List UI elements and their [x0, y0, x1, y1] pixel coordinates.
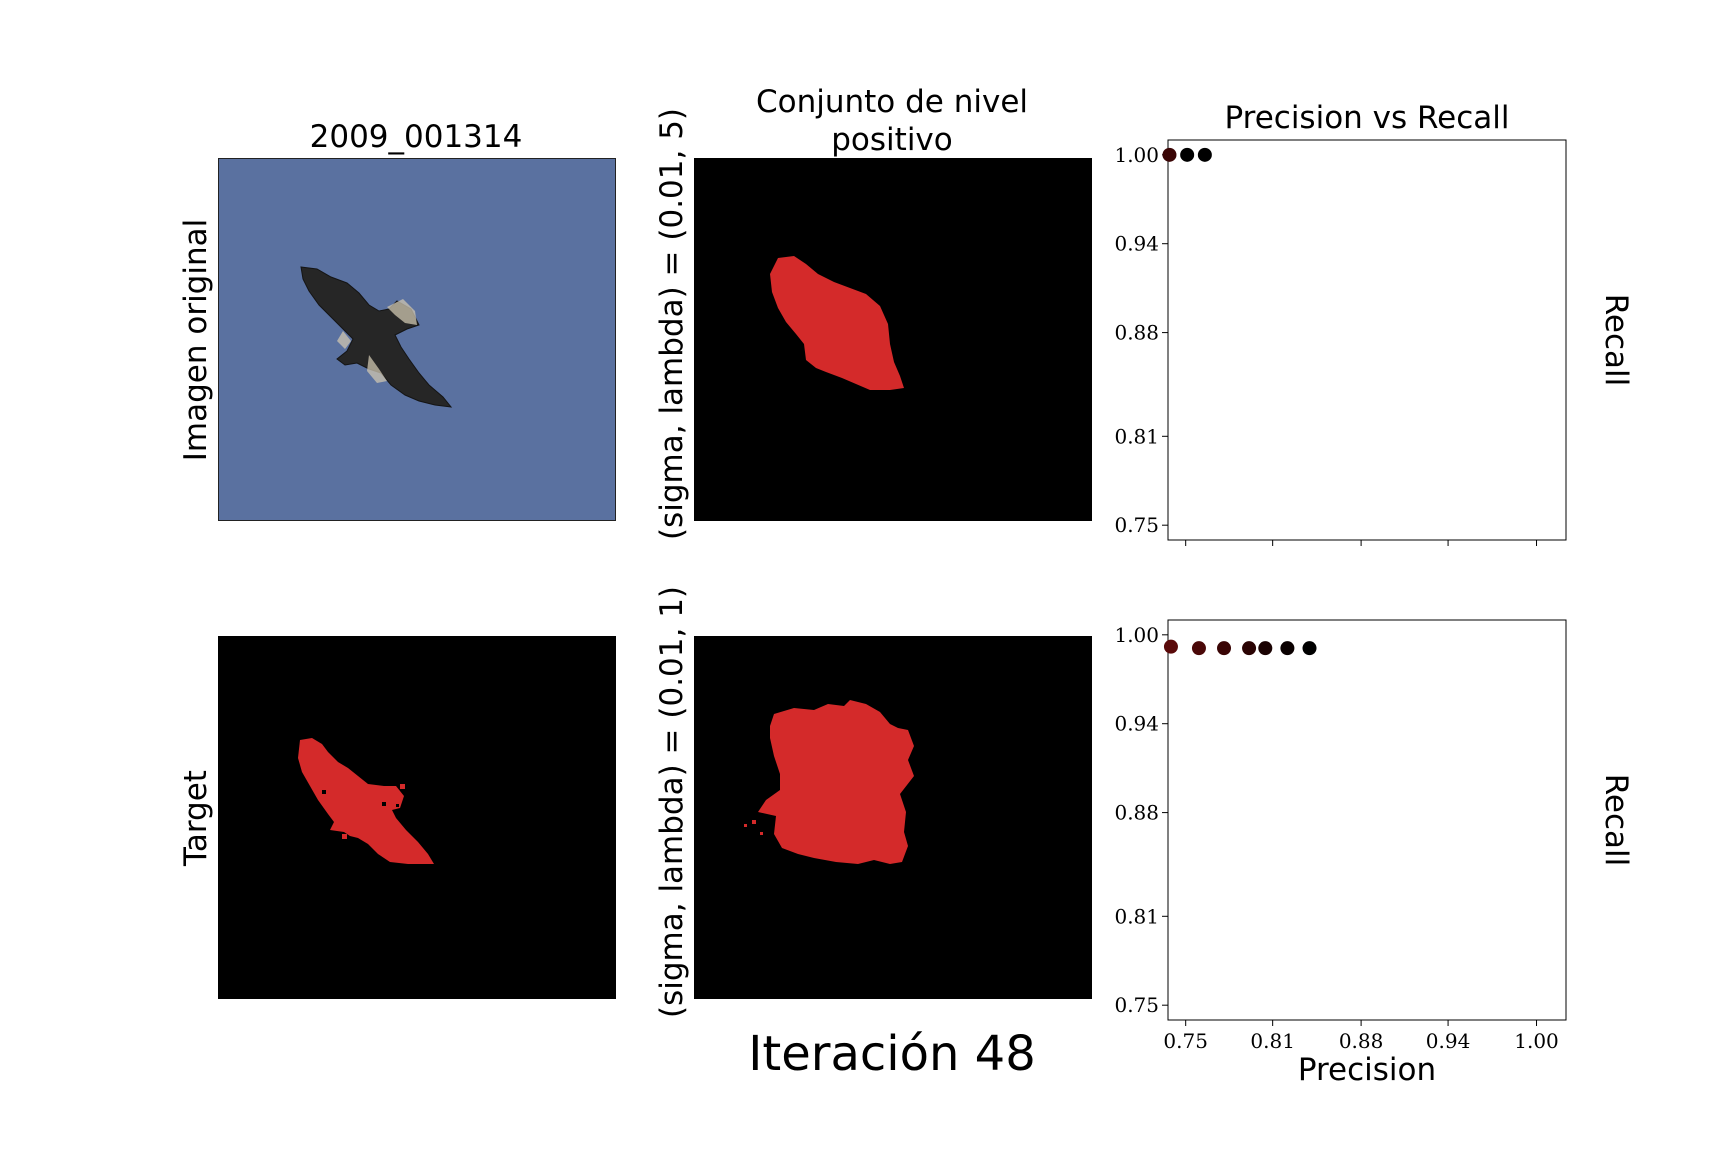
- data-point: [1258, 641, 1273, 656]
- bird-icon: [300, 266, 453, 408]
- axes-frame: [1167, 139, 1567, 541]
- chart-title: Precision vs Recall: [1224, 100, 1510, 136]
- data-point: [1162, 147, 1177, 162]
- data-point: [1242, 641, 1257, 656]
- row-label-original: Imagen original: [178, 218, 214, 462]
- data-point: [1280, 641, 1295, 656]
- precision-recall-chart-bottom: 1.00 0.94 0.88 0.81 0.750.75 0.81 0.88 0.94 1.00…: [1114, 619, 1634, 1088]
- y-tick-label: 1.00: [1114, 623, 1159, 647]
- y-tick-label: 0.75: [1114, 993, 1159, 1017]
- y-tick-label: 0.81: [1114, 424, 1159, 448]
- level-set-title-line1: Conjunto de nivel: [755, 84, 1029, 120]
- param-label-bottom: (sigma, lambda) = (0.01, 1): [654, 585, 690, 1018]
- level-set-top-panel: [694, 158, 1092, 521]
- y-tick-label: 1.00: [1114, 143, 1159, 167]
- data-point: [1191, 641, 1206, 656]
- level-set-bottom-mask: [758, 700, 914, 864]
- data-point: [1302, 641, 1317, 656]
- axes-frame: [1167, 619, 1567, 1021]
- x-tick-label: 0.94: [1426, 1029, 1471, 1053]
- y-tick-label: 0.88: [1114, 321, 1159, 345]
- x-tick-label: 0.88: [1339, 1029, 1384, 1053]
- y-tick-label: 0.94: [1114, 712, 1159, 736]
- param-label-top: (sigma, lambda) = (0.01, 5): [654, 107, 690, 540]
- y-tick-label: 0.81: [1114, 904, 1159, 928]
- data-point: [1197, 147, 1212, 162]
- target-mask-panel: [218, 636, 616, 999]
- x-tick-label: 0.81: [1250, 1029, 1295, 1053]
- y-tick-label: 0.75: [1114, 513, 1159, 537]
- y-axis-label: Recall: [1598, 294, 1634, 387]
- level-set-title-line2: positivo: [831, 122, 953, 158]
- image-id-title: 2009_001314: [309, 119, 523, 155]
- precision-recall-chart-top: 1.00 0.94 0.88 0.81 0.75 Recall: [1114, 139, 1634, 546]
- data-point: [1217, 641, 1232, 656]
- x-axis-label: Precision: [1298, 1052, 1436, 1088]
- y-tick-label: 0.88: [1114, 801, 1159, 825]
- x-tick-label: 1.00: [1514, 1029, 1559, 1053]
- iteration-label: Iteración 48: [748, 1026, 1036, 1082]
- y-tick-label: 0.94: [1114, 232, 1159, 256]
- data-point: [1163, 639, 1178, 654]
- x-tick-label: 0.75: [1163, 1029, 1208, 1053]
- original-image: [218, 158, 616, 521]
- target-mask: [298, 738, 434, 864]
- row-label-target: Target: [178, 770, 214, 866]
- y-axis-label: Recall: [1598, 774, 1634, 867]
- data-point: [1180, 147, 1195, 162]
- level-set-bottom-panel: [694, 636, 1092, 999]
- level-set-top-mask: [770, 256, 904, 390]
